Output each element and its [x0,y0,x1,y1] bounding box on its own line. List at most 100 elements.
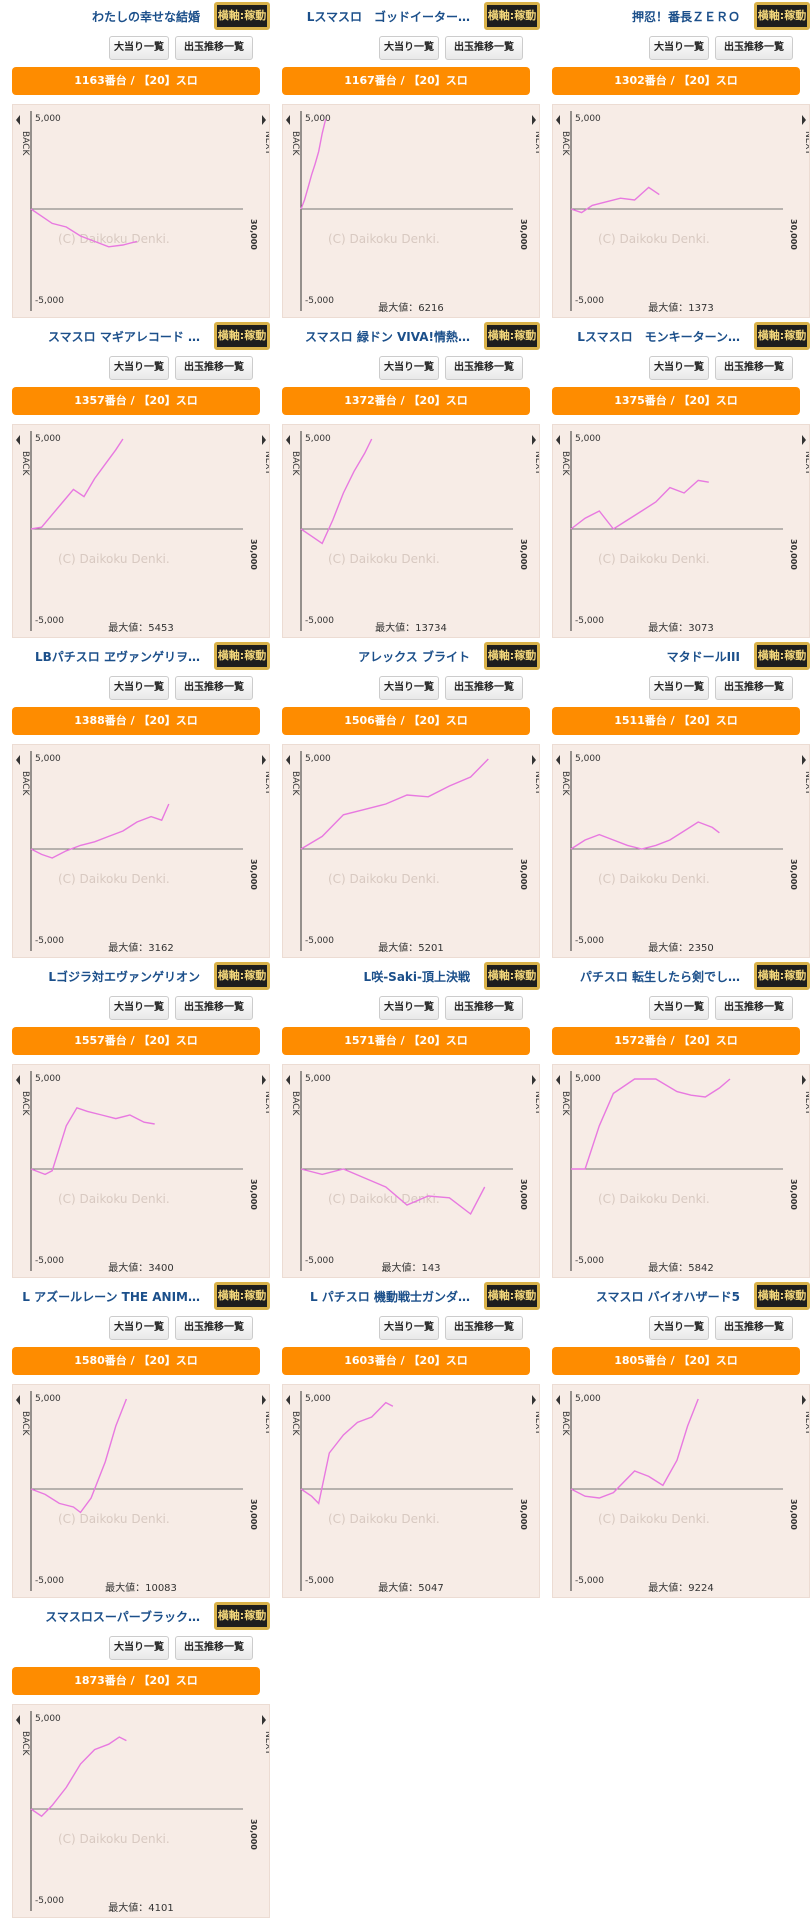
machine-number-bar[interactable]: 1163番台 / 【20】スロ [12,67,260,95]
payout-trend-button[interactable]: 出玉推移一覧 [445,1316,523,1340]
back-arrow[interactable] [553,1393,565,1463]
axis-toggle-badge[interactable]: 横軸:稼動 [484,642,540,670]
payout-trend-button[interactable]: 出玉推移一覧 [175,996,253,1020]
next-arrow[interactable] [527,1393,539,1463]
machine-number-bar[interactable]: 1372番台 / 【20】スロ [282,387,530,415]
axis-toggle-badge[interactable]: 横軸:稼動 [754,962,810,990]
jackpot-list-button[interactable]: 大当り一覧 [379,36,439,60]
axis-toggle-badge[interactable]: 横軸:稼動 [484,2,540,30]
next-arrow[interactable] [257,1393,269,1463]
machine-title[interactable]: L アズールレーン THE ANIM… [22,1290,200,1304]
next-arrow[interactable] [257,1713,269,1783]
payout-trend-button[interactable]: 出玉推移一覧 [445,356,523,380]
machine-number-bar[interactable]: 1375番台 / 【20】スロ [552,387,800,415]
machine-number-bar[interactable]: 1167番台 / 【20】スロ [282,67,530,95]
machine-title[interactable]: わたしの幸せな結婚 [91,10,200,24]
machine-number-bar[interactable]: 1805番台 / 【20】スロ [552,1347,800,1375]
machine-title[interactable]: スマスロスーパーブラック… [45,1610,200,1624]
axis-toggle-badge[interactable]: 横軸:稼動 [214,962,270,990]
machine-title[interactable]: スマスロ バイオハザード5 [595,1290,740,1304]
jackpot-list-button[interactable]: 大当り一覧 [109,676,169,700]
axis-toggle-badge[interactable]: 横軸:稼動 [754,642,810,670]
payout-trend-button[interactable]: 出玉推移一覧 [715,36,793,60]
axis-toggle-badge[interactable]: 横軸:稼動 [754,1282,810,1310]
axis-toggle-badge[interactable]: 横軸:稼動 [484,322,540,350]
machine-number-bar[interactable]: 1357番台 / 【20】スロ [12,387,260,415]
machine-number-bar[interactable]: 1302番台 / 【20】スロ [552,67,800,95]
next-arrow[interactable] [797,433,809,503]
jackpot-list-button[interactable]: 大当り一覧 [649,996,709,1020]
jackpot-list-button[interactable]: 大当り一覧 [109,1316,169,1340]
machine-number-bar[interactable]: 1603番台 / 【20】スロ [282,1347,530,1375]
axis-toggle-badge[interactable]: 横軸:稼動 [214,2,270,30]
payout-trend-button[interactable]: 出玉推移一覧 [715,1316,793,1340]
machine-title[interactable]: マタドールIII [666,650,740,664]
machine-number-bar[interactable]: 1511番台 / 【20】スロ [552,707,800,735]
jackpot-list-button[interactable]: 大当り一覧 [379,996,439,1020]
payout-trend-button[interactable]: 出玉推移一覧 [175,1636,253,1660]
machine-number-bar[interactable]: 1557番台 / 【20】スロ [12,1027,260,1055]
back-arrow[interactable] [553,433,565,503]
payout-trend-button[interactable]: 出玉推移一覧 [175,1316,253,1340]
machine-title[interactable]: Lスマスロ ゴッドイーター… [306,10,470,24]
machine-title[interactable]: スマスロ 緑ドン VIVA!情熱… [305,330,470,344]
machine-number-bar[interactable]: 1571番台 / 【20】スロ [282,1027,530,1055]
back-arrow[interactable] [553,113,565,183]
payout-trend-button[interactable]: 出玉推移一覧 [715,996,793,1020]
next-arrow[interactable] [527,433,539,503]
jackpot-list-button[interactable]: 大当り一覧 [379,676,439,700]
jackpot-list-button[interactable]: 大当り一覧 [649,356,709,380]
axis-toggle-badge[interactable]: 横軸:稼動 [214,1602,270,1630]
machine-number-bar[interactable]: 1388番台 / 【20】スロ [12,707,260,735]
back-arrow[interactable] [283,753,295,823]
next-arrow[interactable] [527,753,539,823]
back-arrow[interactable] [13,753,25,823]
back-arrow[interactable] [553,753,565,823]
machine-title[interactable]: L咲-Saki-頂上決戦 [363,970,470,984]
machine-title[interactable]: 押忍！番長ＺＥＲＯ [631,10,740,24]
payout-trend-button[interactable]: 出玉推移一覧 [175,356,253,380]
jackpot-list-button[interactable]: 大当り一覧 [379,356,439,380]
payout-trend-button[interactable]: 出玉推移一覧 [715,356,793,380]
machine-number-bar[interactable]: 1572番台 / 【20】スロ [552,1027,800,1055]
next-arrow[interactable] [527,1073,539,1143]
back-arrow[interactable] [13,113,25,183]
axis-toggle-badge[interactable]: 横軸:稼動 [484,962,540,990]
payout-trend-button[interactable]: 出玉推移一覧 [445,996,523,1020]
jackpot-list-button[interactable]: 大当り一覧 [379,1316,439,1340]
payout-trend-button[interactable]: 出玉推移一覧 [175,36,253,60]
next-arrow[interactable] [257,113,269,183]
payout-trend-button[interactable]: 出玉推移一覧 [445,36,523,60]
payout-trend-button[interactable]: 出玉推移一覧 [445,676,523,700]
jackpot-list-button[interactable]: 大当り一覧 [109,1636,169,1660]
jackpot-list-button[interactable]: 大当り一覧 [109,356,169,380]
jackpot-list-button[interactable]: 大当り一覧 [649,36,709,60]
machine-number-bar[interactable]: 1580番台 / 【20】スロ [12,1347,260,1375]
back-arrow[interactable] [553,1073,565,1143]
axis-toggle-badge[interactable]: 横軸:稼動 [754,322,810,350]
axis-toggle-badge[interactable]: 横軸:稼動 [214,1282,270,1310]
machine-number-bar[interactable]: 1506番台 / 【20】スロ [282,707,530,735]
axis-toggle-badge[interactable]: 横軸:稼動 [754,2,810,30]
back-arrow[interactable] [283,433,295,503]
machine-title[interactable]: L パチスロ 機動戦士ガンダ… [309,1290,470,1304]
machine-title[interactable]: アレックス ブライト [358,650,470,664]
payout-trend-button[interactable]: 出玉推移一覧 [175,676,253,700]
back-arrow[interactable] [13,1393,25,1463]
machine-title[interactable]: Lゴジラ対エヴァンゲリオン [48,970,200,984]
machine-title[interactable]: パチスロ 転生したら剣でし… [579,970,740,984]
next-arrow[interactable] [257,433,269,503]
payout-trend-button[interactable]: 出玉推移一覧 [715,676,793,700]
next-arrow[interactable] [257,753,269,823]
machine-title[interactable]: Lスマスロ モンキーターン… [577,330,740,344]
machine-title[interactable]: スマスロ マギアレコード … [48,330,200,344]
machine-number-bar[interactable]: 1873番台 / 【20】スロ [12,1667,260,1695]
next-arrow[interactable] [527,113,539,183]
axis-toggle-badge[interactable]: 横軸:稼動 [214,642,270,670]
back-arrow[interactable] [283,113,295,183]
next-arrow[interactable] [257,1073,269,1143]
back-arrow[interactable] [13,433,25,503]
back-arrow[interactable] [283,1393,295,1463]
axis-toggle-badge[interactable]: 横軸:稼動 [214,322,270,350]
jackpot-list-button[interactable]: 大当り一覧 [649,676,709,700]
